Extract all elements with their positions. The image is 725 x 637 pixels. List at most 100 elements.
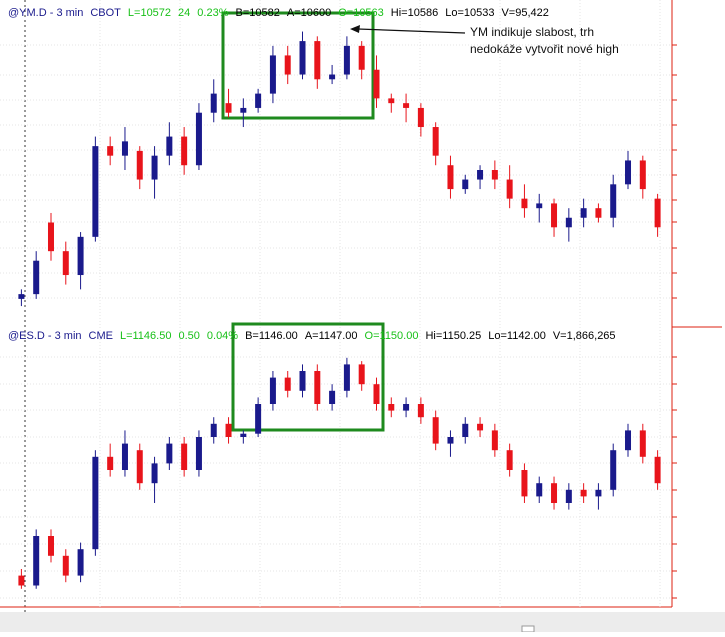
candle-body [491,170,498,180]
candle-body [284,55,291,75]
candle-body [284,377,291,391]
header-text: O=1150.00 [365,330,419,342]
candle-body [47,536,54,556]
candle-body [314,371,321,404]
header-text: L=10572 [128,7,171,19]
candle-body [269,55,276,94]
annotation-text: YM indikuje slabost, trh [470,25,594,39]
candle-body [92,146,99,237]
header-text: V=1,866,265 [553,330,616,342]
candle-body [506,179,513,199]
candle-body [447,437,454,444]
candle-body [417,107,424,128]
candle-body [551,483,558,503]
candle-body [491,430,498,451]
candle-body [107,146,114,156]
candle-body [166,443,173,464]
candle-body [521,470,528,497]
candle-body [432,417,439,444]
candle-body [551,203,558,228]
candle-body [565,489,572,503]
candle-body [373,69,380,99]
candle-body [639,160,646,190]
arrow-head [350,25,360,33]
header-text: V=95,422 [501,7,548,19]
header-text: L=1146.50 [120,330,172,342]
candle-body [477,170,484,180]
candle-body [477,423,484,431]
candle-body [536,483,543,497]
candle-body [240,107,247,113]
annotation-text: nedokáže vytvořit nové high [470,42,619,56]
header-text: 0.04% [207,330,238,342]
candle-body [521,198,528,209]
candle-body [432,127,439,156]
candle-body [225,103,232,113]
header-text: @YM.D - 3 min [8,7,83,19]
candle-body [299,41,306,75]
highlight-box [231,322,385,432]
candle-body [462,179,469,190]
candle-body [181,136,188,166]
candle-body [269,377,276,404]
candle-body [343,364,350,391]
candle-body [403,404,410,411]
candle-body [18,294,25,299]
candle-body [136,150,143,180]
candle-body [314,41,321,80]
candle-body [33,260,40,295]
candle-body [388,404,395,411]
header-text: A=10600 [287,7,331,19]
candle-body [240,433,247,437]
header-text: 24 [178,7,190,19]
candle-body [255,93,262,108]
candle-body [107,456,114,470]
candle-body [580,489,587,497]
candle-body [580,208,587,218]
candle-body [121,141,128,156]
candle-body [166,136,173,156]
candle-body [343,45,350,75]
candle-body [625,160,632,185]
candle-body [62,251,69,276]
header-text: B=1146.00 [245,330,298,342]
candle-body [654,198,661,228]
candle-body [329,390,336,404]
candle-body [181,443,188,470]
candle-body [388,98,395,104]
candle-body [403,103,410,108]
header-text: A=1147.00 [305,330,358,342]
header-text: O=10563 [338,7,384,19]
header-text: Hi=10586 [391,7,438,19]
candle-body [536,203,543,209]
candle-body [654,456,661,484]
candle-body [299,371,306,391]
header-text: @ES.D - 3 min [8,330,82,342]
header-text: Lo=1142.00 [488,330,546,342]
candle-body [121,443,128,470]
candle-body [610,184,617,218]
candle-body [47,222,54,252]
candle-body [77,549,84,576]
candle-body [136,450,143,484]
candle-body [151,463,158,484]
header-text: 0.23% [197,7,228,19]
candle-body [595,489,602,497]
header-text: Hi=1150.25 [425,330,481,342]
header-text: CBOT [90,7,121,19]
header-text: Lo=10533 [445,7,494,19]
candle-body [255,404,262,434]
candle-body [33,536,40,586]
scrollbar[interactable] [0,612,725,632]
candle-body [462,423,469,437]
candle-body [195,112,202,166]
candle-body [151,155,158,180]
candle-body [417,404,424,418]
candle-body [358,364,365,385]
candle-body [639,430,646,457]
candle-body [329,74,336,80]
candle-body [62,555,69,576]
scroll-thumb[interactable] [521,625,535,633]
